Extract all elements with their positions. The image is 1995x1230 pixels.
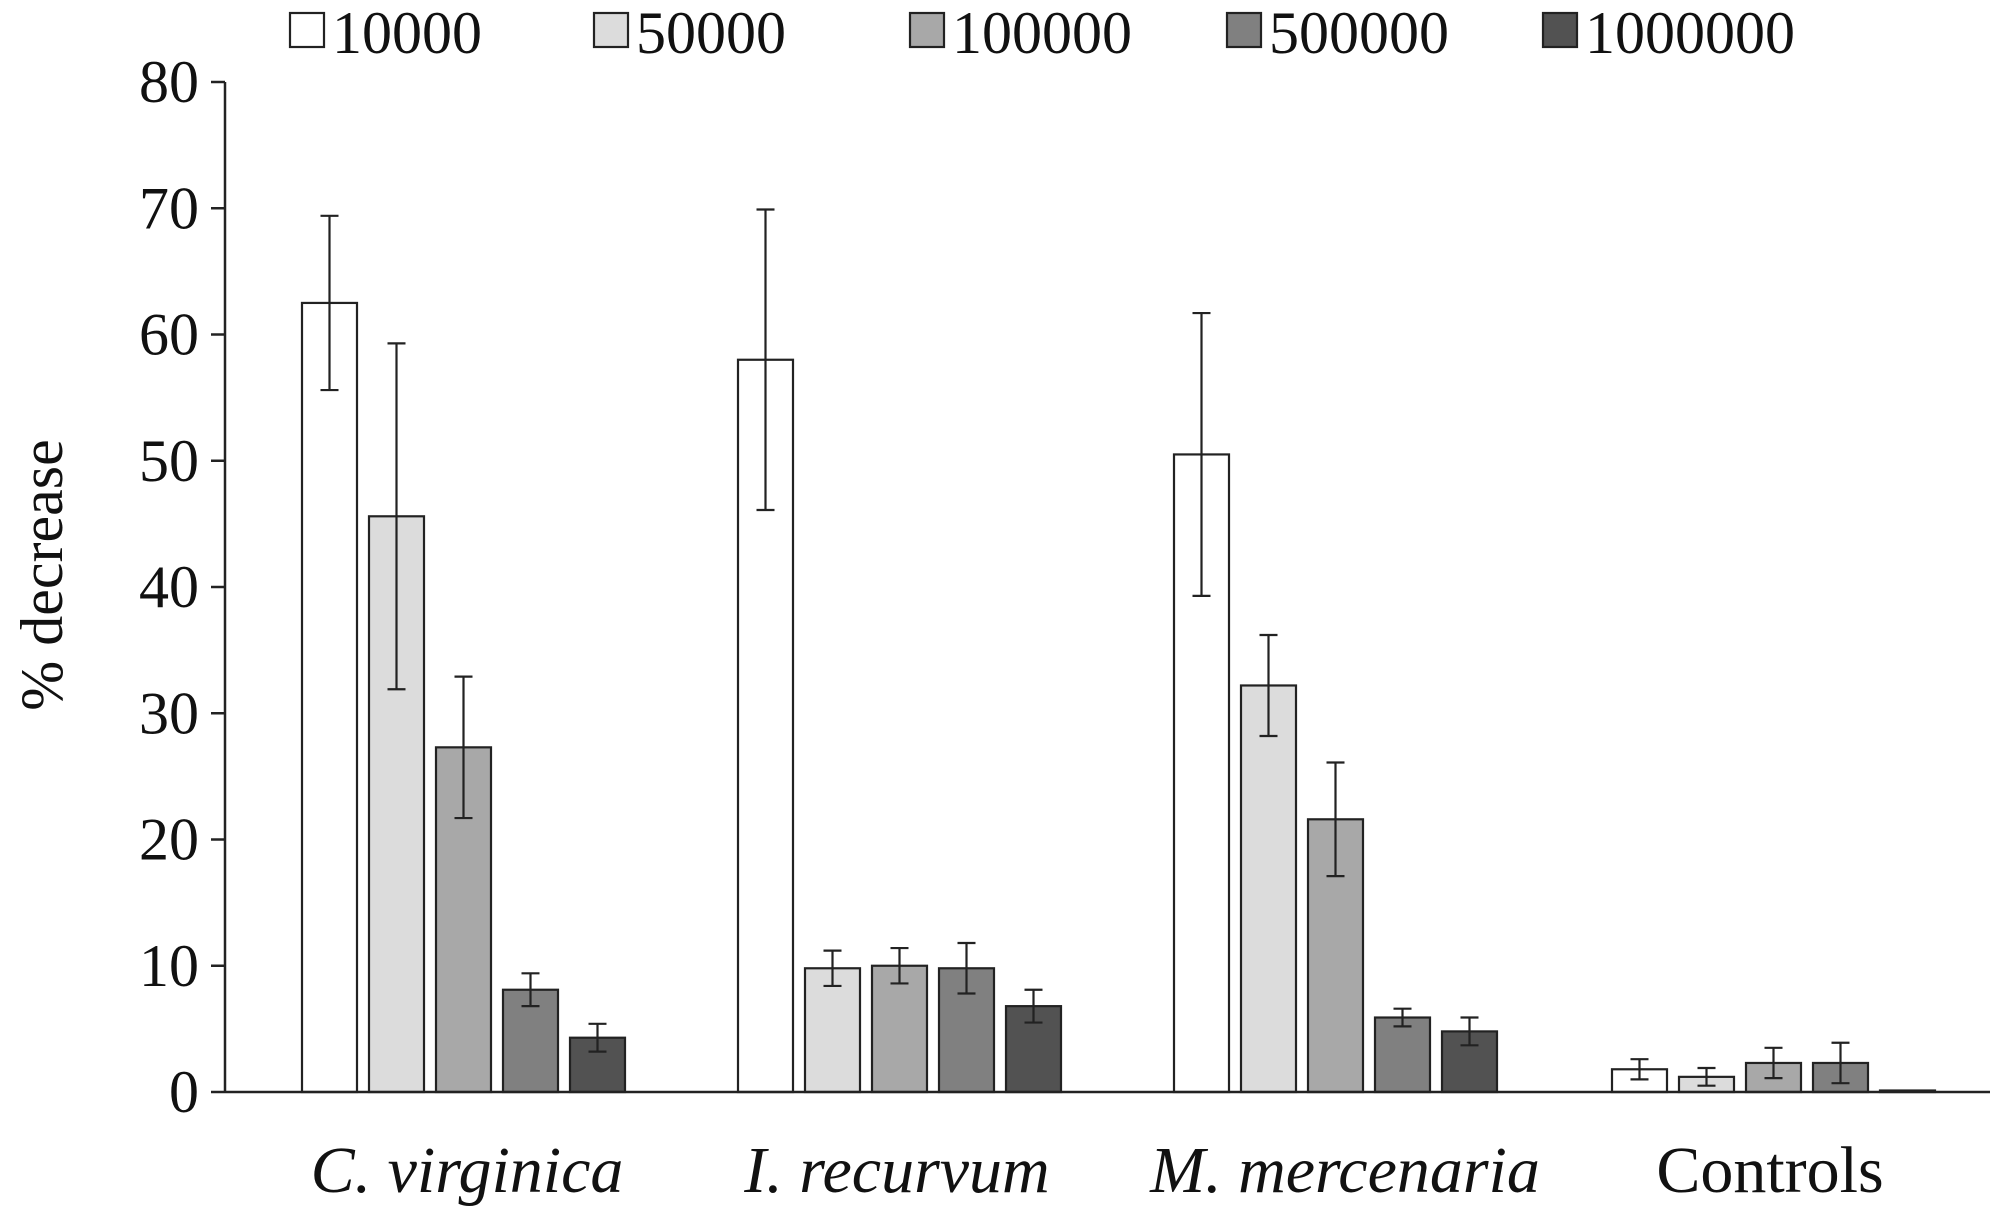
x-tick-label: M. mercenaria bbox=[1149, 1134, 1540, 1207]
x-axis: C. virginica I. recurvum M. mercenaria Cont… bbox=[225, 1090, 1990, 1207]
legend-swatch bbox=[1541, 11, 1579, 49]
y-axis: 0 10 20 30 40 50 60 70 80 bbox=[139, 49, 227, 1125]
bar bbox=[870, 964, 929, 1094]
y-tick-label: 30 bbox=[139, 680, 199, 746]
legend-label: 10000 bbox=[332, 0, 482, 66]
y-tick-label: 50 bbox=[139, 428, 199, 494]
legend-swatch bbox=[592, 11, 630, 49]
legend-swatch bbox=[288, 11, 326, 49]
y-tick-label: 80 bbox=[139, 49, 199, 115]
y-tick-label: 20 bbox=[139, 807, 199, 873]
legend-label: 1000000 bbox=[1585, 0, 1795, 66]
bar bbox=[736, 358, 795, 1094]
legend-swatch bbox=[908, 11, 946, 49]
y-axis-title: % decrease bbox=[9, 439, 75, 710]
y-tick-label: 10 bbox=[139, 933, 199, 999]
legend-swatch bbox=[1225, 11, 1263, 49]
legend-label: 100000 bbox=[952, 0, 1132, 66]
bar bbox=[1239, 684, 1298, 1094]
legend: 10000 50000 100000 500000 1000000 bbox=[288, 0, 1795, 66]
bar bbox=[1373, 1016, 1432, 1094]
y-tick-label: 70 bbox=[139, 175, 199, 241]
y-tick-label: 0 bbox=[169, 1059, 199, 1125]
bars bbox=[300, 208, 1937, 1094]
legend-label: 50000 bbox=[636, 0, 786, 66]
y-tick-label: 60 bbox=[139, 302, 199, 368]
bar bbox=[300, 301, 359, 1094]
x-tick-label: I. recurvum bbox=[743, 1134, 1049, 1207]
x-tick-label: C. virginica bbox=[311, 1134, 624, 1207]
legend-label: 500000 bbox=[1269, 0, 1449, 66]
y-tick-label: 40 bbox=[139, 554, 199, 620]
x-tick-label: Controls bbox=[1656, 1134, 1883, 1207]
